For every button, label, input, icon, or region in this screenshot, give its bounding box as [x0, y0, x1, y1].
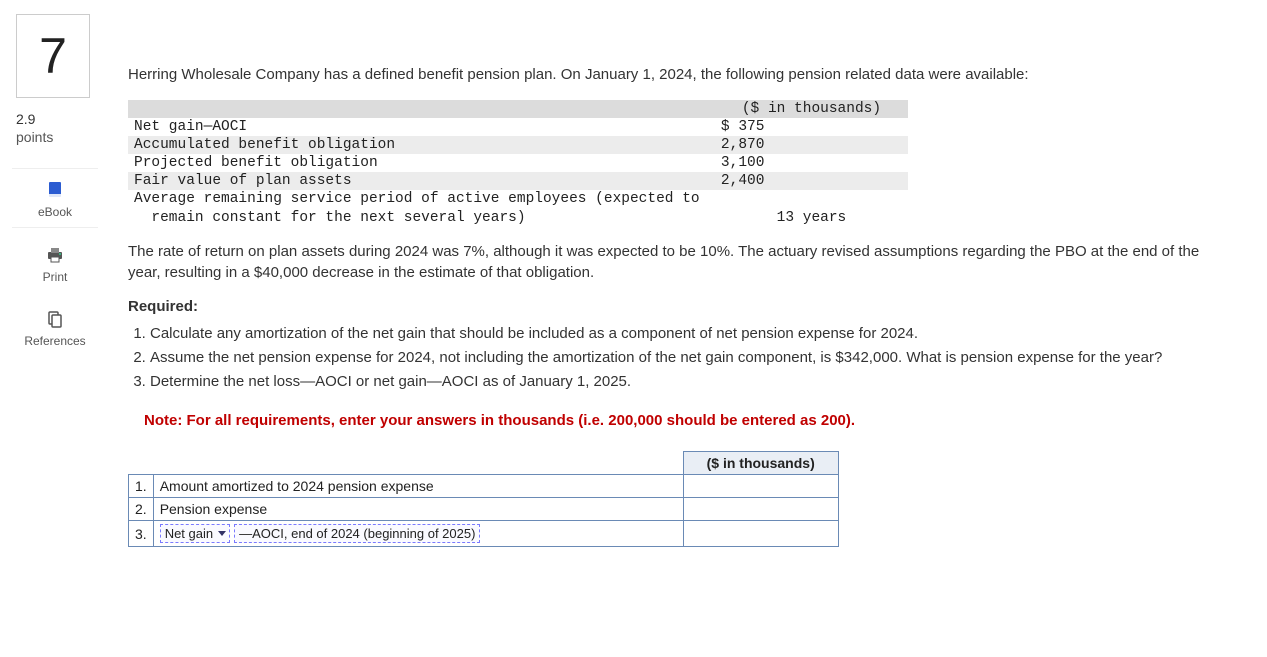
answer-row-label: Amount amortized to 2024 pension expense [153, 475, 683, 498]
sidebar: 7 2.9 points eBook Print References [0, 0, 110, 567]
dropdown-value: Net gain [165, 526, 213, 541]
answer-table: ($ in thousands) 1. Amount amortized to … [128, 451, 839, 547]
body-paragraph: The rate of return on plan assets during… [128, 241, 1226, 285]
answer-row-num: 2. [129, 498, 154, 521]
ebook-label: eBook [38, 205, 72, 219]
data-row-value: 2,870 [715, 136, 908, 154]
requirement-item: Assume the net pension expense for 2024,… [150, 349, 1162, 366]
requirement-item: Determine the net loss—AOCI or net gain—… [150, 373, 631, 390]
references-tool[interactable]: References [12, 298, 98, 356]
ebook-tool[interactable]: eBook [12, 168, 98, 228]
references-label: References [24, 334, 85, 348]
printer-icon [44, 244, 66, 266]
data-row-value: $ 375 [715, 118, 908, 136]
book-icon [44, 179, 66, 201]
data-row-label: Average remaining service period of acti… [128, 190, 715, 208]
points-block: 2.9 points [16, 110, 110, 146]
data-row-value [715, 190, 908, 208]
answer-row-label: Pension expense [153, 498, 683, 521]
data-header-blank [128, 100, 715, 118]
data-row-value: 2,400 [715, 172, 908, 190]
answer-row3-suffix[interactable]: —AOCI, end of 2024 (beginning of 2025) [234, 524, 480, 543]
data-row-value: 3,100 [715, 154, 908, 172]
answer-input-1[interactable] [683, 475, 838, 498]
data-header-value: ($ in thousands) [715, 100, 908, 118]
answer-header: ($ in thousands) [683, 452, 838, 475]
net-gain-dropdown[interactable]: Net gain [160, 524, 230, 543]
question-number: 7 [16, 14, 90, 98]
main-content: Herring Wholesale Company has a defined … [110, 0, 1250, 567]
answer-input-3[interactable] [683, 521, 838, 547]
data-row-label: Net gain—AOCI [128, 118, 715, 136]
data-row-label: remain constant for the next several yea… [128, 209, 715, 227]
required-heading: Required: [128, 298, 1226, 315]
answer-row-num: 3. [129, 521, 154, 547]
points-value: 2.9 [16, 110, 110, 128]
print-label: Print [43, 270, 68, 284]
answer-row-num: 1. [129, 475, 154, 498]
answer-header-blank [129, 452, 684, 475]
print-tool[interactable]: Print [12, 234, 98, 292]
pension-data-table: ($ in thousands) Net gain—AOCI $ 375 Acc… [128, 100, 908, 227]
data-row-label: Projected benefit obligation [128, 154, 715, 172]
intro-paragraph: Herring Wholesale Company has a defined … [128, 64, 1226, 86]
copy-icon [44, 308, 66, 330]
answer-input-2[interactable] [683, 498, 838, 521]
requirements-list: Calculate any amortization of the net ga… [128, 323, 1226, 392]
note-text: Note: For all requirements, enter your a… [144, 412, 1226, 429]
data-row-value: 13 years [715, 209, 908, 227]
data-row-label: Accumulated benefit obligation [128, 136, 715, 154]
points-label: points [16, 128, 110, 146]
data-row-label: Fair value of plan assets [128, 172, 715, 190]
requirement-item: Calculate any amortization of the net ga… [150, 325, 918, 342]
